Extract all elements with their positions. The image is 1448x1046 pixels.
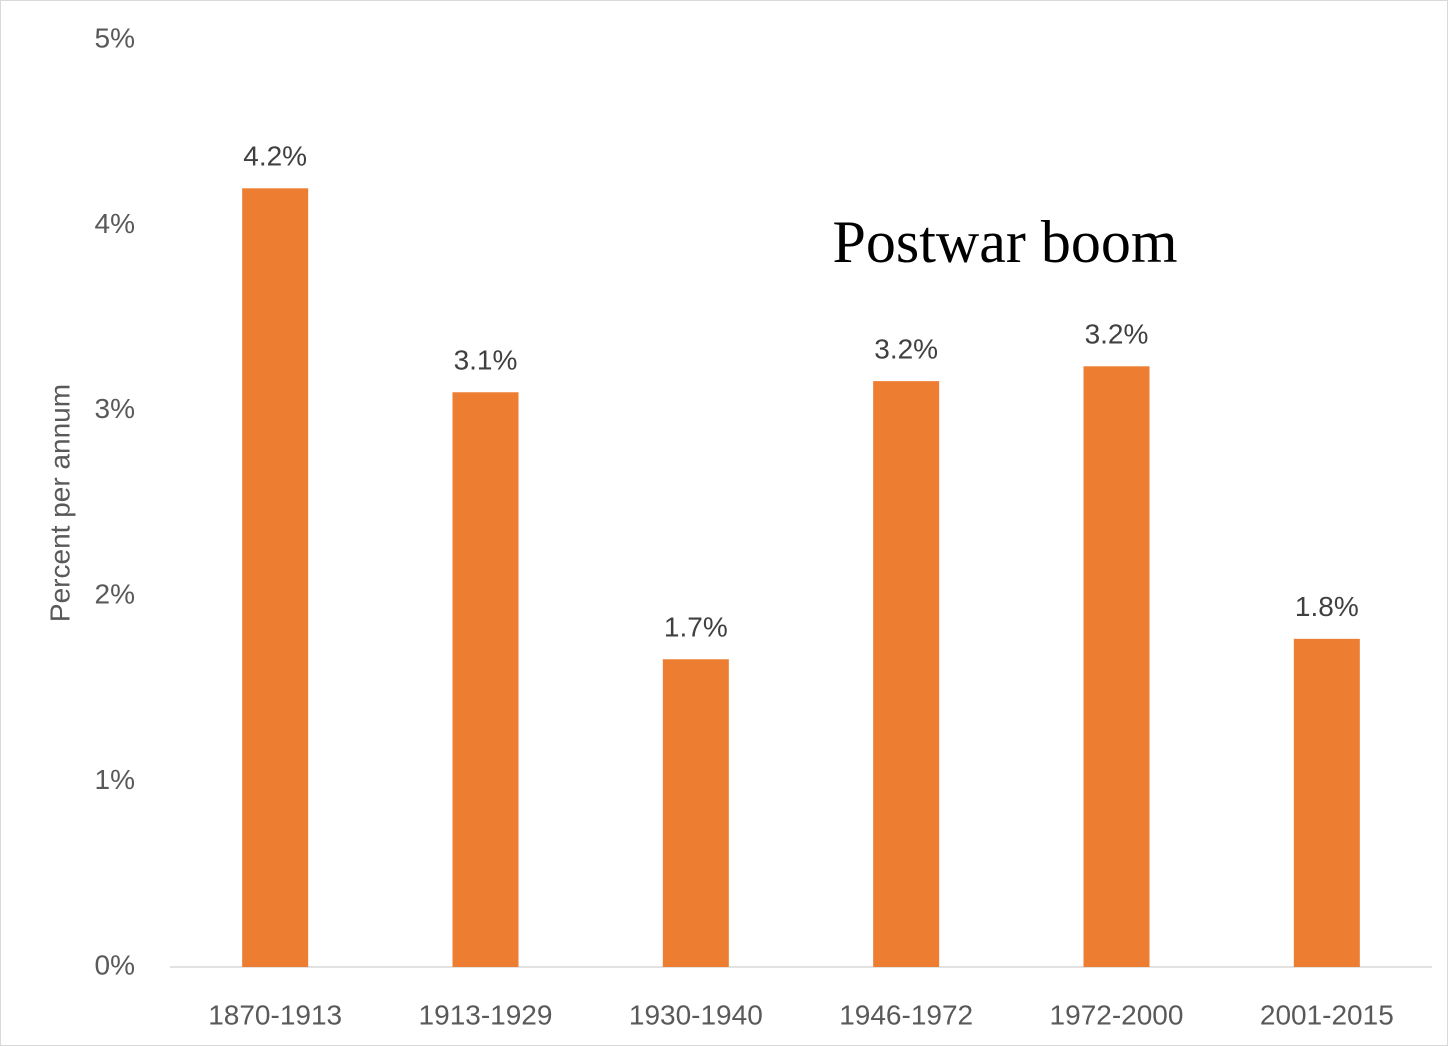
data-label: 3.1%: [454, 345, 518, 376]
bar: [662, 659, 729, 967]
x-tick-label: 1930-1940: [629, 999, 763, 1030]
bar: [1083, 366, 1150, 968]
y-tick-label: 5%: [95, 22, 135, 53]
data-label: 3.2%: [874, 334, 938, 365]
y-tick-label: 4%: [95, 208, 135, 239]
y-tick-label: 3%: [95, 393, 135, 424]
y-tick-label: 0%: [95, 949, 135, 980]
x-tick-label: 2001-2015: [1260, 999, 1394, 1030]
annotation: Postwar boom: [833, 209, 1178, 275]
data-label: 3.2%: [1085, 319, 1149, 350]
y-tick-label: 1%: [95, 764, 135, 795]
data-label: 1.7%: [664, 612, 728, 643]
y-tick-label: 2%: [95, 579, 135, 610]
x-tick-label: 1870-1913: [208, 999, 342, 1030]
bar: [873, 381, 940, 967]
y-axis-title: Percent per annum: [44, 384, 75, 622]
data-label: 4.2%: [243, 141, 307, 172]
bar: [452, 392, 519, 967]
x-tick-label: 1972-2000: [1050, 999, 1184, 1030]
bar: [1293, 638, 1360, 967]
x-tick-label: 1913-1929: [419, 999, 553, 1030]
data-label: 1.8%: [1295, 591, 1359, 622]
bar: [242, 188, 309, 967]
x-tick-label: 1946-1972: [839, 999, 973, 1030]
